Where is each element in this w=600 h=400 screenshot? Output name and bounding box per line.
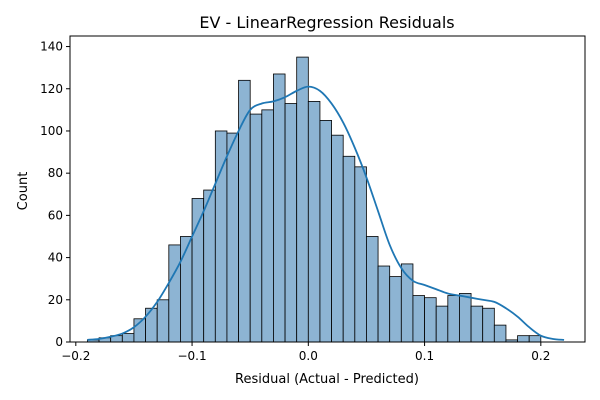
histogram-bar — [284, 103, 298, 343]
y-tick-label: 20 — [48, 293, 63, 307]
histogram-bar — [528, 335, 542, 343]
histogram-bar — [412, 295, 425, 343]
y-axis-ticks: 0 20 40 60 80 100 120 140 — [40, 40, 70, 349]
histogram-bar — [168, 244, 181, 343]
plot-frame — [69, 35, 586, 343]
y-tick-label: 120 — [40, 82, 63, 96]
histogram-bar — [296, 56, 309, 343]
x-axis-label: Residual (Actual - Predicted) — [235, 372, 419, 387]
histogram-bar — [377, 265, 391, 343]
histogram-bar — [191, 198, 205, 343]
y-axis-label: Count — [16, 172, 31, 211]
histogram-bar — [261, 109, 274, 343]
histogram-bar — [319, 120, 332, 343]
histogram-bar — [366, 236, 379, 343]
chart-title: EV - LinearRegression Residuals — [199, 13, 454, 32]
y-tick-label: 140 — [40, 40, 63, 54]
histogram-bar — [342, 155, 356, 343]
histogram-bar — [249, 113, 263, 343]
histogram-bar — [145, 307, 158, 343]
histogram-bar — [493, 324, 507, 343]
histogram-bar — [331, 134, 344, 343]
histogram-bar — [180, 236, 193, 343]
histogram-bar — [459, 293, 472, 343]
y-tick-label: 100 — [40, 124, 63, 138]
histogram-bar — [447, 295, 460, 343]
y-tick-label: 0 — [55, 335, 63, 349]
kde-line — [87, 85, 565, 341]
y-tick-label: 40 — [48, 251, 63, 265]
histogram-bar — [482, 307, 495, 343]
histogram-bar — [273, 73, 286, 343]
x-tick-label: 0.2 — [531, 349, 550, 363]
histogram-bar — [121, 333, 135, 343]
x-tick-label: −0.1 — [177, 349, 206, 363]
x-tick-label: 0.0 — [299, 349, 318, 363]
histogram-bar — [203, 189, 216, 343]
histogram-bar — [517, 335, 530, 343]
x-axis-ticks: −0.2 −0.1 0.0 0.1 0.2 — [61, 342, 550, 363]
y-tick-label: 60 — [48, 208, 63, 222]
histogram-bar — [354, 166, 367, 343]
histogram-bar — [226, 132, 239, 343]
x-tick-label: 0.1 — [415, 349, 434, 363]
bars-group — [87, 56, 542, 343]
histogram-bar — [389, 276, 402, 343]
histogram-bar — [307, 101, 321, 343]
histogram-bar — [214, 130, 228, 343]
histogram-bar — [435, 305, 449, 343]
x-tick-label: −0.2 — [61, 349, 90, 363]
y-tick-label: 80 — [48, 166, 63, 180]
histogram-bar — [424, 297, 437, 343]
histogram-bar — [470, 305, 484, 343]
histogram-bar — [156, 299, 170, 343]
